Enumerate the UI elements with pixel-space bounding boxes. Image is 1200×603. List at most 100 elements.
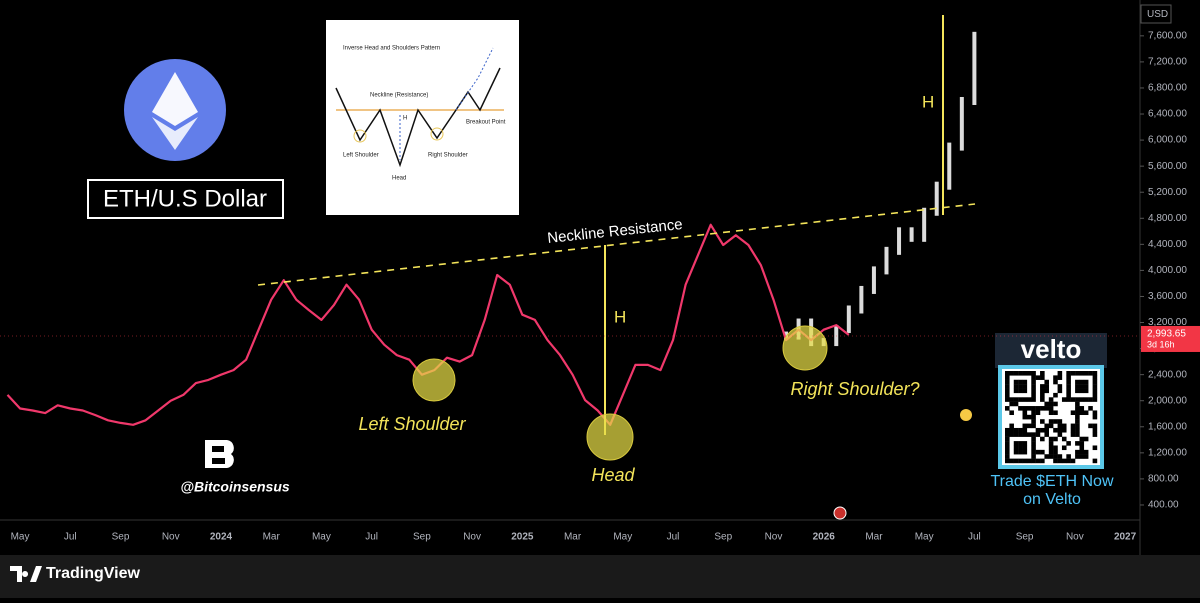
qr-cell [1075, 454, 1080, 459]
qr-cell [1009, 427, 1014, 433]
qr-cell [1018, 432, 1023, 437]
inset-circle [430, 127, 444, 141]
qr-cell [1022, 388, 1028, 394]
qr-cell [1005, 388, 1010, 394]
qr-cell [1040, 388, 1045, 394]
qr-cell [1040, 419, 1045, 424]
y-tick-label: 5,600.00 [1148, 161, 1187, 172]
qr-cell [1013, 432, 1019, 437]
qr-cell [1035, 410, 1041, 416]
qr-cell [1075, 371, 1080, 376]
qr-cell [1005, 458, 1010, 464]
qr-cell [1066, 454, 1071, 459]
x-tick-label: Sep [1016, 532, 1034, 543]
x-tick-label: 2024 [210, 532, 233, 543]
qr-cell [1053, 458, 1058, 464]
qr-cell [1092, 414, 1098, 420]
chart-title: ETH/U.S Dollar [103, 185, 267, 212]
x-tick-label: Mar [564, 532, 582, 543]
qr-cell [1053, 454, 1058, 459]
qr-cell [1009, 371, 1014, 376]
qr-cell [1040, 458, 1045, 464]
x-tick-label: Jul [365, 532, 378, 543]
x-tick-label: May [312, 532, 331, 543]
qr-cell [1079, 371, 1085, 376]
qr-cell [1092, 392, 1098, 398]
qr-cell [1066, 384, 1071, 389]
qr-cell [1083, 410, 1089, 416]
qr-cell [1022, 445, 1028, 451]
projection-bar [947, 142, 952, 190]
currency: USD [1147, 9, 1168, 20]
x-tick-label: Sep [413, 532, 431, 543]
qr-cell [1040, 449, 1045, 455]
neckline [257, 203, 976, 286]
qr-cell [1031, 388, 1036, 394]
qr-cell [1026, 458, 1032, 464]
qr-cell [1092, 410, 1098, 416]
qr-cell [1066, 371, 1071, 376]
qr-cell [1044, 432, 1050, 437]
y-tick-label: 400.00 [1148, 500, 1179, 511]
qr-cell [1005, 371, 1010, 376]
qr-cell [1013, 449, 1019, 455]
qr-cell [1005, 397, 1010, 402]
qr-cell [1070, 410, 1076, 416]
annotation: Right Shoulder? [790, 379, 919, 399]
qr-cell [1079, 441, 1085, 446]
qr-cell [1031, 392, 1036, 398]
y-tick-label: 4,800.00 [1148, 213, 1187, 224]
qr-cell [1048, 445, 1054, 451]
qr-cell [1053, 445, 1058, 451]
projection-bar [897, 227, 902, 255]
qr-cell [1035, 458, 1041, 464]
qr-cell [1022, 371, 1028, 376]
qr-cell [1088, 406, 1093, 411]
qr-cell [1083, 379, 1089, 385]
qr-cell [1079, 449, 1085, 455]
qr-cell [1053, 419, 1058, 424]
x-tick-label: Jul [64, 532, 77, 543]
qr-cell [1061, 436, 1067, 442]
promo-text: on Velto [1023, 491, 1081, 508]
qr-cell [1031, 375, 1036, 380]
qr-cell [1057, 423, 1063, 429]
projection-bar [871, 266, 876, 294]
qr-cell [1075, 414, 1080, 420]
qr-cell [1013, 427, 1019, 433]
qr-cell [1048, 441, 1054, 446]
qr-cell [1022, 441, 1028, 446]
qr-cell [1061, 427, 1067, 433]
qr-cell [1018, 441, 1023, 446]
qr-cell [1066, 458, 1071, 464]
qr-cell [1048, 397, 1054, 402]
qr-cell [1013, 401, 1019, 407]
qr-cell [1083, 436, 1089, 442]
qr-cell [1066, 392, 1071, 398]
qr-cell [1057, 419, 1063, 424]
projection-bar [884, 246, 889, 275]
x-tick-label: May [613, 532, 632, 543]
qr-cell [1053, 427, 1058, 433]
qr-cell [1075, 384, 1080, 389]
qr-cell [1026, 371, 1032, 376]
height-label: H [614, 307, 626, 326]
qr-cell [1044, 379, 1050, 385]
qr-cell [1079, 445, 1085, 451]
inset: Inverse Head and Shoulders Pattern Neckl… [326, 20, 519, 215]
qr-cell [1018, 388, 1023, 394]
qr-cell [1009, 458, 1014, 464]
currency-box [1140, 4, 1172, 24]
x-tick-label: Nov [765, 532, 783, 543]
qr-cell [1079, 388, 1085, 394]
qr-cell [1005, 441, 1010, 446]
qr-cell [1035, 427, 1041, 433]
qr-cell [1088, 371, 1093, 376]
qr-cell [1022, 432, 1028, 437]
qr-cell [1035, 375, 1041, 380]
qr-cell [1031, 397, 1036, 402]
promo-text: Trade $ETH Now [991, 473, 1114, 490]
y-tick-label: 3,600.00 [1148, 291, 1187, 302]
y-tick-label: 7,200.00 [1148, 57, 1187, 68]
qr-cell [1026, 414, 1032, 420]
